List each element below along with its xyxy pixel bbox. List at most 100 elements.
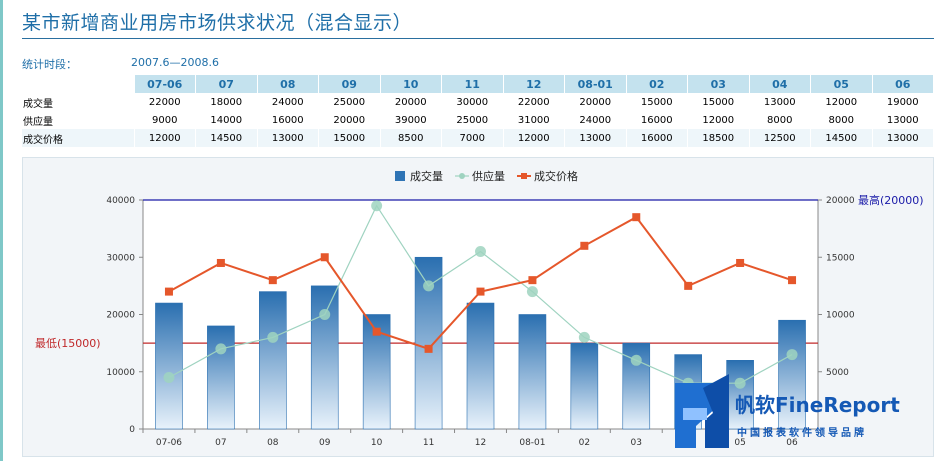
- data-point: [267, 331, 279, 343]
- table-cell: 13000: [564, 129, 627, 147]
- table-header-cell: 08: [257, 75, 319, 93]
- table-cell: 13000: [872, 129, 934, 147]
- table-cell: 12000: [687, 111, 750, 129]
- x-tick-label: 10: [371, 438, 383, 448]
- data-point: [164, 287, 173, 296]
- title-divider: [22, 38, 934, 39]
- table-cell: 31000: [503, 111, 565, 129]
- data-point: [736, 258, 745, 267]
- table-cell: 18500: [687, 129, 750, 147]
- bar: [518, 314, 547, 430]
- bar: [207, 325, 235, 430]
- table-cell: 19000: [872, 93, 934, 111]
- bar: [726, 360, 754, 430]
- table-cell: 14500: [195, 129, 258, 147]
- combo-chart: 0 10000 20000 30000 40000 5000 10000 15000 20000…: [35, 169, 924, 448]
- data-point: [424, 344, 433, 353]
- table-cell: 13000: [749, 93, 811, 111]
- table-cell: 25000: [441, 111, 504, 129]
- period-label: 统计时段：: [22, 58, 77, 71]
- y-right-tick-label: 20000: [826, 196, 855, 206]
- table-header-cell: 02: [626, 75, 688, 93]
- y-left-tick-label: 0: [129, 425, 135, 435]
- legend-label: 供应量: [472, 169, 505, 183]
- data-point: [475, 246, 486, 258]
- data-point: [215, 343, 227, 355]
- table-cell: 8000: [749, 111, 811, 129]
- finereport-logo: [675, 374, 729, 448]
- data-point: [734, 377, 746, 389]
- data-table: 07-06 07 08 09 10 11 12 08-01 02 03 04 0…: [22, 75, 934, 147]
- legend-swatch: [395, 171, 405, 181]
- table-cell: 15000: [318, 129, 381, 147]
- x-tick-label: 12: [475, 438, 486, 448]
- x-tick-label: 07-06: [156, 438, 182, 448]
- x-tick-label: 11: [423, 438, 434, 448]
- table-cell: 9000: [134, 111, 196, 129]
- table-cell: 8000: [810, 111, 873, 129]
- table-row: 成交量 22000 18000 24000 25000 20000 30000 …: [22, 93, 934, 111]
- table-cell: 39000: [380, 111, 442, 129]
- x-tick-label: 03: [631, 438, 642, 448]
- y-left-tick-label: 20000: [106, 311, 135, 321]
- bar: [414, 256, 443, 430]
- data-point: [163, 371, 175, 383]
- bar: [778, 319, 806, 430]
- x-tick-label: 09: [319, 438, 331, 448]
- data-point: [684, 281, 693, 290]
- left-accent-rule: [0, 0, 3, 461]
- bar: [466, 302, 495, 430]
- table-header-cell: 03: [687, 75, 750, 93]
- page-title: 某市新增商业用房市场供求状况（混合显示）: [22, 12, 413, 34]
- y-left-tick-label: 30000: [106, 253, 135, 263]
- data-point: [788, 276, 797, 285]
- row-label: 成交价格: [22, 129, 135, 147]
- table-cell: 20000: [318, 111, 381, 129]
- data-point: [216, 258, 225, 267]
- bar: [310, 285, 339, 430]
- table-corner: [22, 75, 135, 93]
- table-header-cell: 09: [318, 75, 381, 93]
- table-cell: 12000: [503, 129, 565, 147]
- data-point: [578, 331, 590, 343]
- table-header-cell: 07: [195, 75, 258, 93]
- data-point: [372, 327, 381, 336]
- data-point: [526, 286, 538, 298]
- table-cell: 20000: [564, 93, 627, 111]
- x-tick-label: 06: [786, 438, 798, 448]
- x-tick-label: 08-01: [519, 438, 545, 448]
- table-cell: 12500: [749, 129, 811, 147]
- y-left-tick-label: 10000: [106, 368, 135, 378]
- bar: [155, 302, 183, 430]
- table-cell: 14000: [195, 111, 258, 129]
- table-cell: 8500: [380, 129, 442, 147]
- table-header-cell: 10: [380, 75, 442, 93]
- legend-swatch: [521, 173, 527, 179]
- y-right-tick-label: 15000: [826, 253, 855, 263]
- table-cell: 13000: [872, 111, 934, 129]
- table-cell: 15000: [687, 93, 750, 111]
- table-header-cell: 12: [503, 75, 565, 93]
- table-header-cell: 06: [872, 75, 934, 93]
- x-tick-label: 07: [215, 438, 226, 448]
- bar: [259, 291, 287, 430]
- data-point: [320, 253, 329, 262]
- table-cell: 13000: [257, 129, 319, 147]
- data-point: [319, 309, 331, 320]
- table-cell: 30000: [441, 93, 504, 111]
- table-header-cell: 08-01: [564, 75, 627, 93]
- reference-line-label: 最高(20000): [858, 193, 924, 207]
- data-point: [632, 213, 641, 222]
- table-row: 成交价格 12000 14500 13000 15000 8500 7000 1…: [22, 129, 934, 147]
- table-cell: 14500: [810, 129, 873, 147]
- table-cell: 15000: [626, 93, 688, 111]
- data-point: [476, 287, 485, 296]
- table-header-cell: 05: [810, 75, 873, 93]
- row-label: 供应量: [22, 111, 135, 129]
- y-left-tick-label: 40000: [106, 196, 135, 206]
- table-header-cell: 04: [749, 75, 811, 93]
- bar: [570, 342, 599, 430]
- table-cell: 22000: [134, 93, 196, 111]
- legend-label: 成交量: [410, 169, 443, 183]
- table-header-cell: 07-06: [134, 75, 196, 93]
